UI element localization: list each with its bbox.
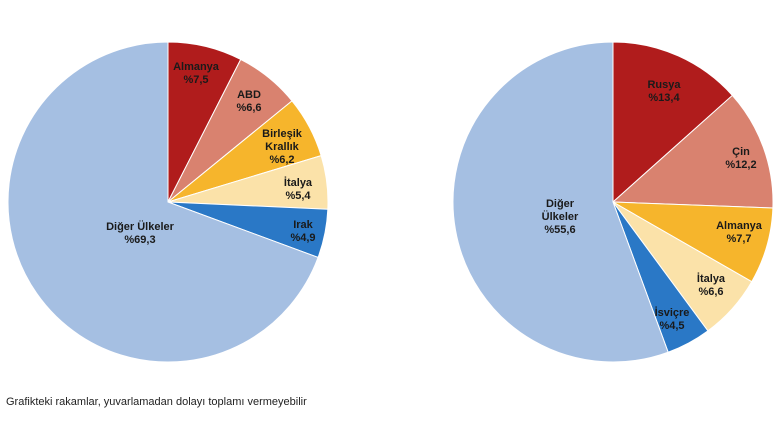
- pie-chart-right: Rusya %13,4 Çin %12,2 Almanya %7,7 İtalya %6,6 İ…: [452, 41, 774, 363]
- footnote: Grafikteki rakamlar, yuvarlamadan dolayı…: [6, 396, 307, 408]
- slice-label-rusya: Rusya %13,4: [647, 79, 681, 104]
- slice-label-almanya: Almanya %7,5: [173, 61, 220, 86]
- slice-label-birlesik-krallik: Birleşik Krallık %6,2: [262, 128, 303, 166]
- slice-label-diger-ulkeler: Diğer Ülkeler %69,3: [106, 220, 175, 246]
- slice-label-irak: Irak %4,9: [290, 219, 315, 244]
- pie-slice-rusya: [612, 41, 734, 204]
- slice-label-isvicre: İsviçre %4,5: [655, 306, 690, 332]
- slice-label-italya: İtalya %6,6: [697, 272, 726, 298]
- slice-label-abd: ABD %6,6: [236, 89, 261, 114]
- slice-label-italya: İtalya %5,4: [284, 176, 313, 202]
- pie-slice-diger-ulkeler: [7, 41, 319, 363]
- slice-label-cin: Çin %12,2: [725, 146, 756, 171]
- pie-slice-diger-ulkeler: [452, 41, 669, 363]
- slice-label-almanya: Almanya %7,7: [716, 220, 763, 245]
- pie-slice-cin: [611, 94, 774, 209]
- slice-label-diger-ulkeler: Diğer Ülkeler %55,6: [542, 198, 579, 236]
